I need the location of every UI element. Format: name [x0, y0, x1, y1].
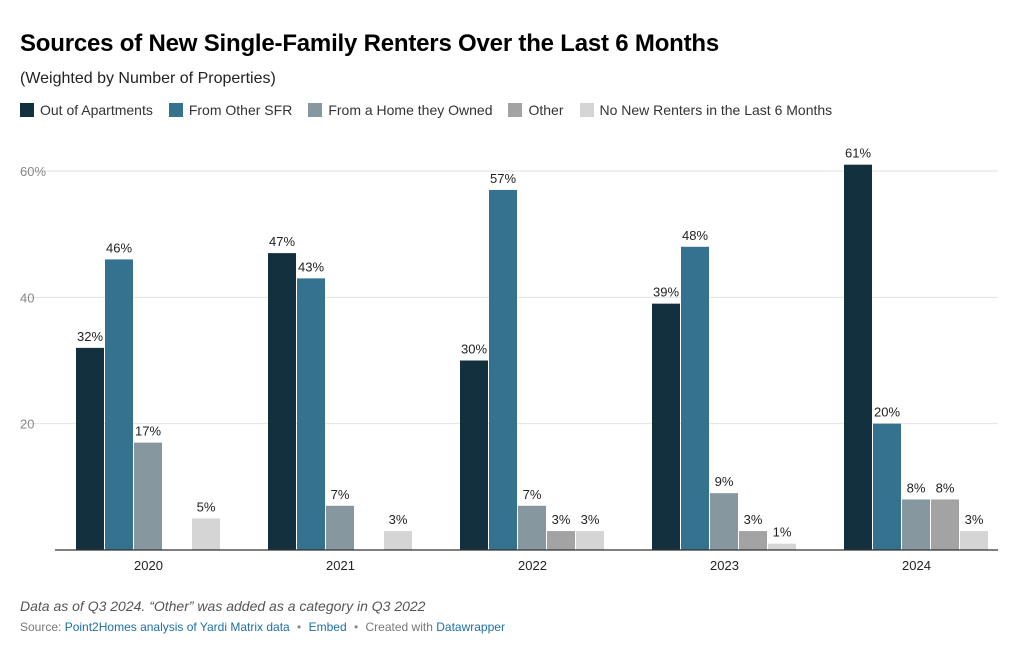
source-line: Source: Point2Homes analysis of Yardi Ma… — [20, 620, 505, 634]
y-tick-label: 40 — [20, 290, 34, 305]
legend-swatch — [508, 103, 523, 117]
legend-label: Other — [528, 102, 564, 118]
chart-notes: Data as of Q3 2024. “Other” was added as… — [20, 598, 426, 614]
bar — [489, 189, 517, 550]
legend-label: From Other SFR — [188, 102, 293, 118]
bar — [268, 253, 296, 550]
legend-swatch — [20, 103, 34, 117]
bar — [960, 531, 988, 550]
data-label: 39% — [653, 285, 679, 300]
bar — [873, 423, 901, 550]
bar — [681, 246, 709, 551]
chart-title: Sources of New Single-Family Renters Ove… — [20, 30, 720, 57]
data-label: 47% — [269, 234, 295, 249]
y-tick-label: 20 — [20, 417, 34, 432]
data-label: 61% — [845, 146, 871, 161]
bar — [134, 442, 162, 550]
separator-dot: • — [297, 620, 302, 634]
data-label: 32% — [77, 329, 103, 344]
datawrapper-link[interactable]: Datawrapper — [436, 620, 505, 634]
created-prefix: Created with — [365, 620, 433, 634]
bar — [547, 531, 575, 550]
legend-swatch — [308, 103, 323, 117]
x-tick-label: 2020 — [134, 558, 163, 573]
y-tick-label: 60% — [20, 164, 46, 179]
bar — [768, 543, 796, 550]
bar-chart: 20 40 60% 32% 46% 17% 5% 2020 47%43% 7% 3% 2021 30% 5… — [20, 146, 998, 573]
data-label: 7% — [331, 487, 350, 502]
embed-link[interactable]: Embed — [308, 620, 347, 634]
x-tick-label: 2021 — [326, 558, 355, 573]
chart-legend: Out of Apartments From Other SFR From a Ho… — [20, 102, 848, 118]
data-label: 3% — [965, 512, 984, 527]
bar — [902, 499, 930, 550]
chart-subtitle: (Weighted by Number of Properties) — [20, 70, 276, 87]
bar — [710, 493, 738, 550]
data-label: 8% — [936, 480, 955, 495]
bar — [518, 505, 546, 550]
data-label: 17% — [135, 424, 161, 439]
bar — [652, 303, 680, 550]
bar — [739, 531, 767, 550]
legend-item: From a Home they Owned — [308, 102, 492, 118]
bar — [931, 499, 959, 550]
legend-swatch — [579, 103, 594, 117]
data-label: 48% — [682, 228, 708, 243]
source-prefix: Source: — [20, 620, 62, 634]
separator-dot: • — [353, 620, 359, 634]
legend-label: Out of Apartments — [40, 102, 153, 118]
legend-item: No New Renters in the Last 6 Months — [579, 102, 833, 118]
legend-swatch — [168, 103, 183, 117]
bar — [76, 347, 104, 550]
legend-item: Other — [508, 102, 564, 118]
data-label: 7% — [523, 487, 542, 502]
bar — [384, 531, 412, 550]
legend-item: From Other SFR — [168, 102, 293, 118]
data-label: 1% — [773, 525, 792, 540]
bar — [576, 531, 604, 550]
bar — [105, 259, 133, 550]
x-tick-label: 2024 — [902, 558, 931, 573]
legend-label: No New Renters in the Last 6 Months — [599, 102, 833, 118]
data-label: 5% — [197, 499, 216, 514]
data-label: 20% — [874, 405, 900, 420]
data-label: 3% — [581, 512, 600, 527]
source-link[interactable]: Point2Homes analysis of Yardi Matrix dat… — [64, 620, 290, 634]
bar — [297, 278, 325, 550]
bar — [192, 518, 220, 550]
bar — [460, 360, 488, 550]
bar — [326, 505, 354, 550]
x-tick-label: 2022 — [518, 558, 547, 573]
legend-item: Out of Apartments — [20, 102, 153, 118]
bar — [844, 164, 872, 550]
data-label: 3% — [389, 512, 408, 527]
data-label: 3% — [744, 512, 763, 527]
data-label: 43% — [298, 259, 324, 274]
data-label: 9% — [715, 474, 734, 489]
legend-label: From a Home they Owned — [328, 102, 493, 118]
data-label: 3% — [552, 512, 571, 527]
data-label: 46% — [106, 240, 132, 255]
x-tick-label: 2023 — [710, 558, 739, 573]
data-label: 8% — [907, 480, 926, 495]
data-label: 30% — [461, 342, 487, 357]
data-label: 57% — [490, 171, 516, 186]
